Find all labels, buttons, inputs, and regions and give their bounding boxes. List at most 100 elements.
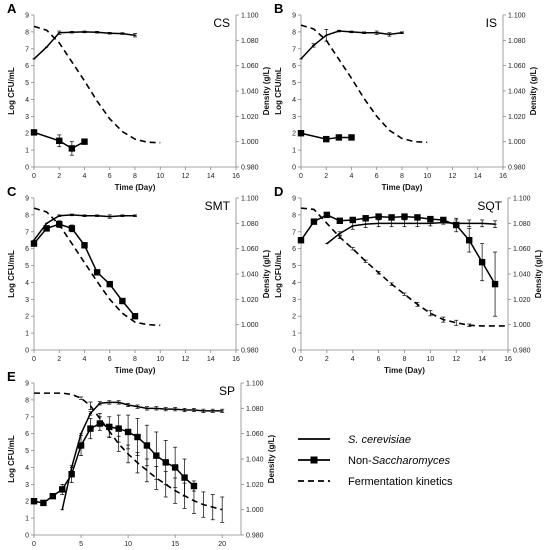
series-solid xyxy=(60,400,225,511)
data-point-square xyxy=(134,433,141,441)
panel-letter: E xyxy=(7,369,16,384)
panel-title: SMT xyxy=(205,199,231,213)
y-tick-label: 1 xyxy=(25,148,29,155)
data-point-square xyxy=(310,218,318,225)
legend-label-part: Non- xyxy=(348,455,372,467)
y-tick-label: 1 xyxy=(292,331,296,338)
data-point-square xyxy=(68,145,76,152)
x-axis-title: Time (Day) xyxy=(384,366,425,375)
y-tick-label: 3 xyxy=(25,114,29,121)
y2-tick-label: 1.020 xyxy=(241,297,259,304)
panels: 01234567890.9801.0001.0201.0401.0601.080… xyxy=(7,1,543,548)
y2-tick-label: 1.000 xyxy=(508,139,526,146)
y2-tick-label: 1.000 xyxy=(246,507,264,514)
x-axis-title: Time (Day) xyxy=(382,183,423,192)
y-tick-label: 7 xyxy=(25,229,29,236)
y2-tick-label: 1.060 xyxy=(241,246,259,253)
data-point-square xyxy=(40,499,47,507)
x-tick-label: 16 xyxy=(232,356,240,363)
x-tick-label: 14 xyxy=(207,356,215,363)
y-tick-label: 9 xyxy=(292,196,296,203)
y-tick-label: 5 xyxy=(292,263,296,270)
y-tick-label: 1 xyxy=(25,516,29,523)
y-axis-title: Log CFU/mL xyxy=(274,250,283,298)
y2-tick-label: 1.040 xyxy=(513,272,531,279)
x-tick-label: 6 xyxy=(377,356,381,363)
x-tick-label: 4 xyxy=(350,173,354,180)
x-tick-label: 10 xyxy=(156,356,164,363)
x-tick-label: 0 xyxy=(299,356,303,363)
y-tick-label: 3 xyxy=(25,482,29,489)
x-tick-label: 16 xyxy=(504,356,512,363)
series-solid-square xyxy=(297,130,355,143)
data-point-square xyxy=(81,242,88,249)
y-tick-label: 2 xyxy=(25,131,29,138)
series-solid-square xyxy=(30,414,198,507)
data-point-square xyxy=(375,213,382,220)
panel-letter: B xyxy=(274,1,283,16)
y2-tick-label: 1.080 xyxy=(513,221,531,228)
y-tick-label: 8 xyxy=(292,29,296,36)
data-point-square xyxy=(297,130,305,137)
data-point-square xyxy=(171,464,179,471)
x-tick-label: 12 xyxy=(449,173,457,180)
y2-tick-label: 1.100 xyxy=(241,196,259,203)
y-tick-label: 2 xyxy=(292,314,296,321)
data-point-square xyxy=(323,211,331,219)
legend-swatch-square xyxy=(310,456,318,464)
y2-axis-title: Density (g/L) xyxy=(534,249,543,298)
y-tick-label: 5 xyxy=(25,448,29,455)
y-tick-label: 7 xyxy=(292,229,296,236)
y2-axis-title: Density (g/L) xyxy=(267,434,276,483)
series-line xyxy=(33,25,161,144)
data-point-square xyxy=(491,280,499,288)
legend-label-part: Saccharomyces xyxy=(372,455,451,467)
y2-tick-label: 1.080 xyxy=(241,221,259,228)
series-line xyxy=(300,132,352,140)
data-point-square xyxy=(323,135,330,143)
y2-tick-label: 1.040 xyxy=(241,272,259,279)
data-point-square xyxy=(453,221,460,229)
y2-tick-label: 1.100 xyxy=(508,13,526,20)
y-tick-label: 6 xyxy=(25,431,29,438)
panel-title: CS xyxy=(213,16,230,30)
y-tick-label: 0 xyxy=(292,348,296,355)
y-tick-label: 4 xyxy=(292,97,296,104)
data-point-square xyxy=(56,137,63,145)
panel-letter: C xyxy=(7,184,17,199)
y2-axis-title: Density (g/L) xyxy=(529,66,538,115)
data-point-square xyxy=(297,237,305,244)
x-axis-title: Time (Day) xyxy=(115,366,156,375)
data-point-square xyxy=(30,498,38,505)
series-dashed xyxy=(300,207,508,327)
x-tick-label: 8 xyxy=(133,356,137,363)
y2-tick-label: 1.020 xyxy=(246,482,264,489)
y2-tick-label: 1.000 xyxy=(513,322,531,329)
x-tick-label: 4 xyxy=(83,173,87,180)
panel-title: SP xyxy=(219,384,235,398)
x-tick-label: 14 xyxy=(207,173,215,180)
y-tick-label: 6 xyxy=(292,246,296,253)
x-tick-label: 0 xyxy=(32,356,36,363)
y2-tick-label: 1.100 xyxy=(241,13,259,20)
data-point-square xyxy=(77,442,85,449)
y-tick-label: 0 xyxy=(292,165,296,172)
data-point-square xyxy=(43,225,50,232)
y2-tick-label: 1.060 xyxy=(246,431,264,438)
y2-tick-label: 1.100 xyxy=(513,196,531,203)
y2-tick-label: 1.060 xyxy=(513,246,531,253)
y-tick-label: 4 xyxy=(25,280,29,287)
data-point-square xyxy=(119,297,126,305)
y-tick-label: 0 xyxy=(25,165,29,172)
y2-tick-label: 0.980 xyxy=(241,348,259,355)
series-solid xyxy=(299,29,404,60)
data-point-square xyxy=(30,240,38,247)
x-tick-label: 6 xyxy=(375,173,379,180)
y-tick-label: 7 xyxy=(292,46,296,53)
data-point-square xyxy=(336,217,344,224)
y2-tick-label: 0.980 xyxy=(513,348,531,355)
series-dashed xyxy=(34,392,225,523)
y2-tick-label: 1.060 xyxy=(241,63,259,70)
data-point-square xyxy=(115,425,122,432)
data-point-square xyxy=(427,215,434,223)
